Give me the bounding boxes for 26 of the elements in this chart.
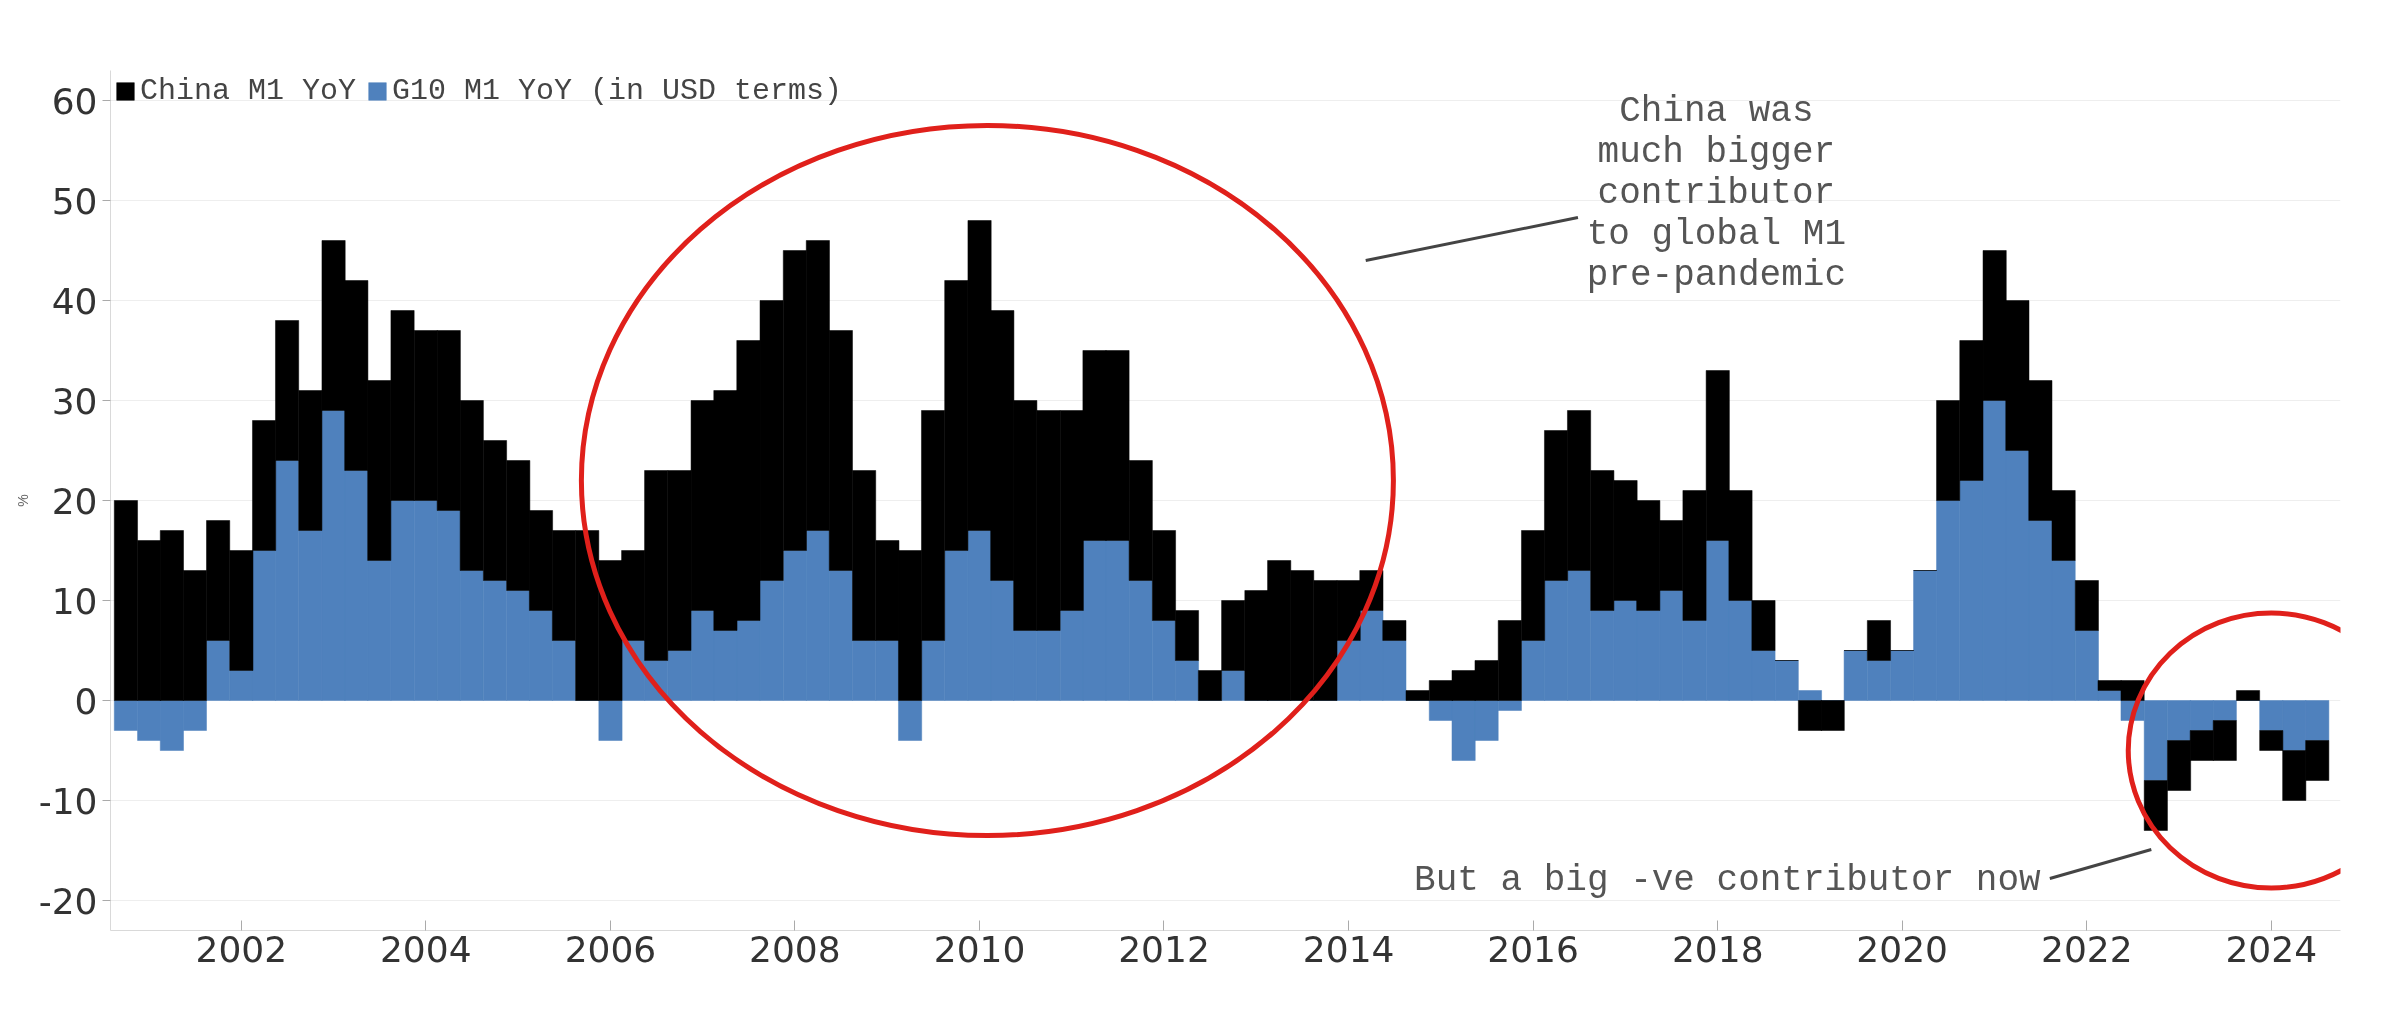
y-tick-label: -20 — [38, 880, 98, 922]
x-tick-label: 2024 — [2225, 928, 2318, 970]
y-tick-label: -10 — [38, 780, 98, 822]
y-tick-label: 10 — [51, 580, 98, 622]
y-tick-label: 40 — [51, 280, 98, 322]
x-tick-label: 2012 — [1118, 928, 1210, 970]
y-axis-title: % — [14, 494, 31, 507]
y-tick-label: 0 — [74, 680, 98, 722]
y-tick-label: 30 — [51, 380, 98, 422]
annotation: China was much bigger contributor to global M1 pre-pandemic — [1586, 90, 1846, 296]
y-tick-label: 60 — [51, 80, 98, 122]
x-tick-label: 2020 — [1856, 928, 1948, 970]
annotation: But a big -ve contributor now — [1414, 860, 2041, 901]
x-tick-label: 2006 — [564, 928, 657, 970]
x-tick-label: 2004 — [379, 928, 472, 970]
x-tick-label: 2014 — [1302, 928, 1395, 970]
x-tick-label: 2010 — [933, 928, 1026, 970]
x-tick-label: 2002 — [195, 928, 288, 970]
legend-label: China M1 YoY — [140, 74, 357, 108]
x-tick-label: 2008 — [749, 928, 841, 970]
y-tick-label: 50 — [51, 180, 98, 222]
y-tick-label: 20 — [51, 480, 98, 522]
x-tick-label: 2018 — [1671, 928, 1764, 970]
x-tick-label: 2016 — [1487, 928, 1579, 970]
legend-label: G10 M1 YoY (in USD terms) — [392, 74, 843, 108]
x-tick-label: 2022 — [2041, 928, 2133, 970]
